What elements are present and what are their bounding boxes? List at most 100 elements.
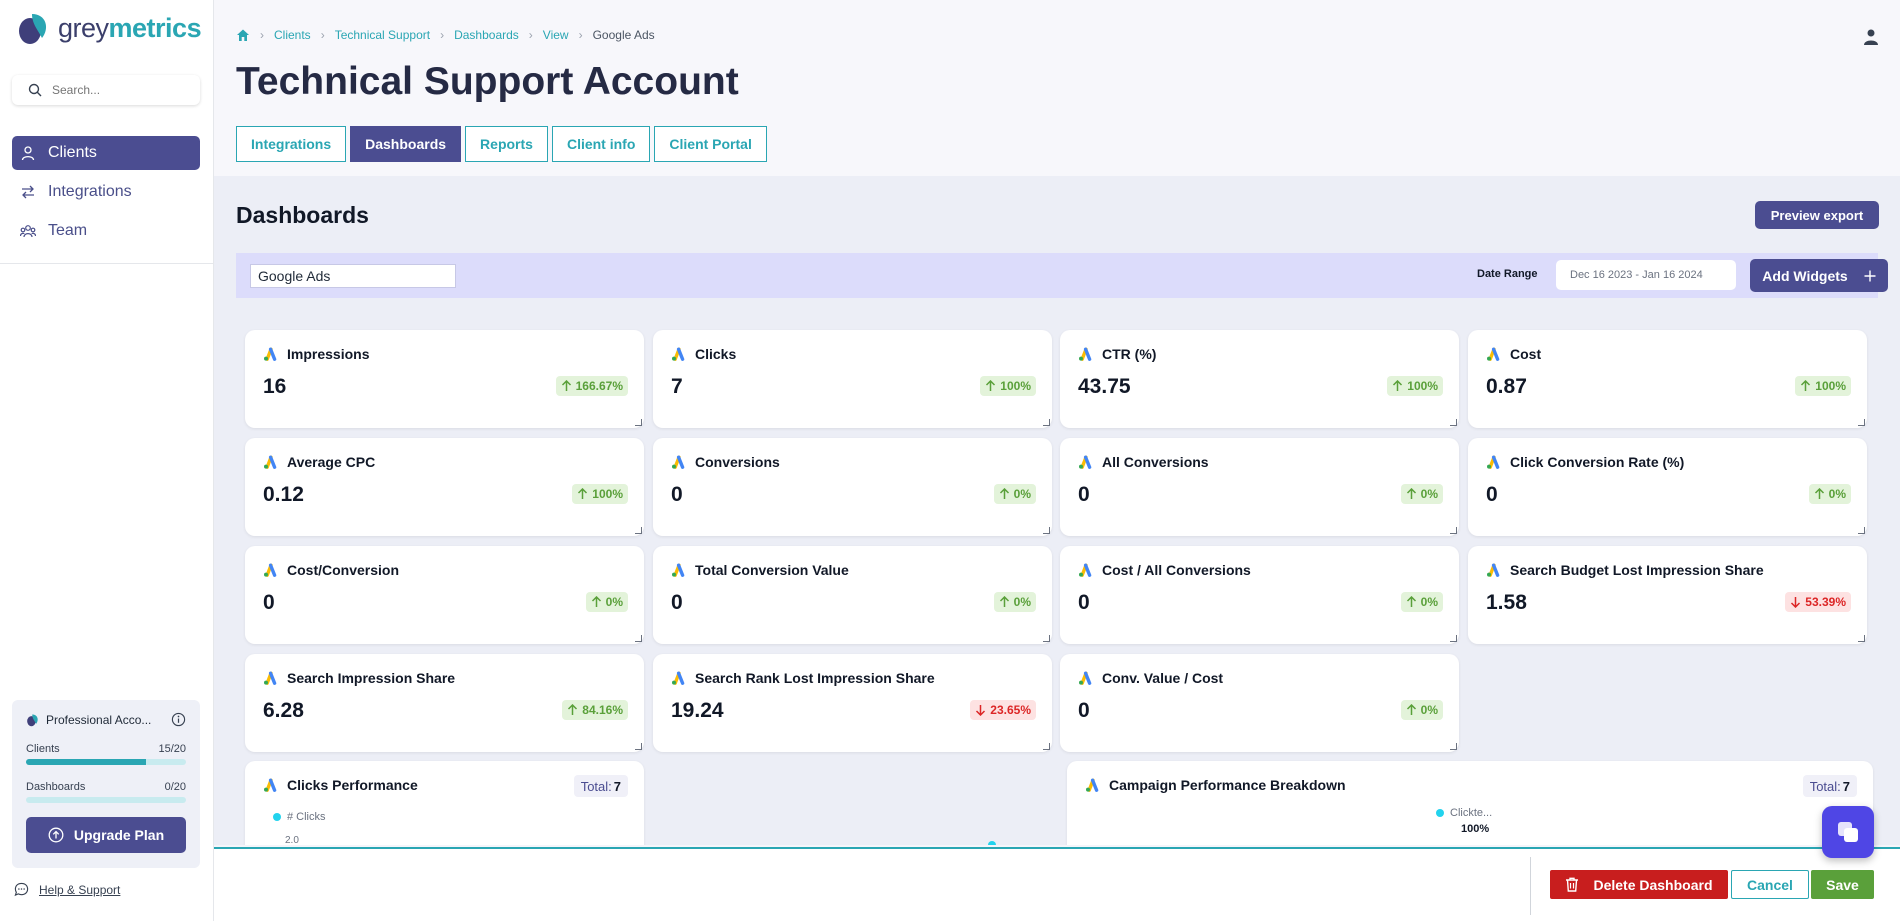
arrow-up-icon <box>561 380 571 391</box>
metric-card[interactable]: Cost/Conversion 0 0% <box>245 546 644 644</box>
change-value: 0% <box>1420 703 1438 717</box>
resize-handle[interactable] <box>1043 743 1050 750</box>
widget-title: Clicks Performance <box>287 777 418 793</box>
resize-handle[interactable] <box>1450 419 1457 426</box>
metric-card[interactable]: Impressions 16 166.67% <box>245 330 644 428</box>
sidebar: greymetrics Clients Integrations Team Pr… <box>0 0 214 921</box>
clients-usage-fill <box>26 759 146 765</box>
add-widgets-label: Add Widgets <box>1762 267 1848 284</box>
percent-label: 100% <box>1461 823 1490 835</box>
change-badge: 0% <box>1400 592 1443 612</box>
search-input[interactable] <box>50 82 190 98</box>
change-badge: 100% <box>1387 376 1443 396</box>
plan-dashboards-label: Dashboards <box>26 781 86 793</box>
change-badge: 0% <box>993 484 1036 504</box>
google-ads-icon <box>672 671 685 685</box>
change-badge: 0% <box>1400 700 1443 720</box>
metric-title: CTR (%) <box>1102 346 1157 362</box>
metric-card[interactable]: All Conversions 0 0% <box>1060 438 1459 536</box>
resize-handle[interactable] <box>635 635 642 642</box>
preview-export-button[interactable]: Preview export <box>1755 201 1879 229</box>
resize-handle[interactable] <box>1043 419 1050 426</box>
clicks-performance-widget[interactable]: Clicks Performance Total: 7 # Clicks 2.0 <box>245 761 644 845</box>
action-footer: Delete Dashboard Cancel Save <box>214 849 1900 921</box>
resize-handle[interactable] <box>1858 527 1865 534</box>
metric-card[interactable]: Conv. Value / Cost 0 0% <box>1060 654 1459 752</box>
resize-handle[interactable] <box>635 419 642 426</box>
metric-value: 43.75 <box>1078 375 1131 398</box>
sidebar-item-clients[interactable]: Clients <box>12 136 200 170</box>
change-badge: 53.39% <box>1785 592 1851 612</box>
metric-card[interactable]: Total Conversion Value 0 0% <box>653 546 1052 644</box>
google-ads-icon <box>264 347 277 361</box>
metric-card[interactable]: Cost 0.87 100% <box>1468 330 1867 428</box>
metric-value: 6.28 <box>263 699 304 722</box>
resize-handle[interactable] <box>635 527 642 534</box>
home-icon[interactable] <box>236 28 250 42</box>
metric-value: 7 <box>671 375 683 398</box>
resize-handle[interactable] <box>1450 635 1457 642</box>
metric-card[interactable]: Search Rank Lost Impression Share 19.24 23… <box>653 654 1052 752</box>
metric-title: Conv. Value / Cost <box>1102 670 1224 686</box>
metric-title: Cost <box>1510 346 1542 362</box>
chat-widget-button[interactable] <box>1822 806 1874 858</box>
metric-card[interactable]: Average CPC 0.12 100% <box>245 438 644 536</box>
logo[interactable]: greymetrics <box>16 10 202 46</box>
tab-client-portal[interactable]: Client Portal <box>654 126 767 162</box>
dashboards-usage-bar <box>26 797 186 803</box>
tab-client-info[interactable]: Client info <box>551 126 651 162</box>
resize-handle[interactable] <box>1043 635 1050 642</box>
metric-title: Search Budget Lost Impression Share <box>1510 562 1764 578</box>
resize-handle[interactable] <box>1858 419 1865 426</box>
save-button[interactable]: Save <box>1811 870 1874 899</box>
date-range-input[interactable] <box>1556 260 1736 290</box>
metric-title: Total Conversion Value <box>695 562 849 578</box>
sidebar-item-team[interactable]: Team <box>12 214 200 248</box>
metric-card[interactable]: Cost / All Conversions 0 0% <box>1060 546 1459 644</box>
account-icon[interactable] <box>1862 28 1880 46</box>
chart-legend: # Clicks <box>273 811 326 823</box>
sidebar-search <box>12 75 200 105</box>
section-title: Dashboards <box>236 202 369 228</box>
metric-card[interactable]: CTR (%) 43.75 100% <box>1060 330 1459 428</box>
add-widgets-button[interactable]: Add Widgets <box>1750 259 1888 292</box>
breadcrumb-view[interactable]: View <box>542 28 569 42</box>
arrows-swap-icon <box>22 185 34 199</box>
resize-handle[interactable] <box>1043 527 1050 534</box>
metric-card[interactable]: Click Conversion Rate (%) 0 0% <box>1468 438 1867 536</box>
metric-card[interactable]: Search Impression Share 6.28 84.16% <box>245 654 644 752</box>
resize-handle[interactable] <box>1858 635 1865 642</box>
metric-card[interactable]: Search Budget Lost Impression Share 1.58 5… <box>1468 546 1867 644</box>
resize-handle[interactable] <box>635 743 642 750</box>
dashboard-name-input[interactable] <box>250 264 456 288</box>
resize-handle[interactable] <box>1450 743 1457 750</box>
campaign-performance-widget[interactable]: Campaign Performance Breakdown Total: 7 C… <box>1067 761 1873 845</box>
change-value: 0% <box>1013 487 1031 501</box>
upgrade-plan-button[interactable]: Upgrade Plan <box>26 817 186 853</box>
tab-integrations[interactable]: Integrations <box>236 126 347 162</box>
plan-dashboards-value: 0/20 <box>164 781 186 793</box>
arrow-up-icon <box>1814 488 1824 499</box>
main-area: › Clients › Technical Support › Dashboar… <box>214 0 1900 921</box>
breadcrumb-technical-support[interactable]: Technical Support <box>334 28 431 42</box>
arrow-up-icon <box>1801 380 1811 391</box>
tab-reports[interactable]: Reports <box>465 126 548 162</box>
metric-card[interactable]: Clicks 7 100% <box>653 330 1052 428</box>
breadcrumb-separator: › <box>578 28 583 42</box>
metric-title: Clicks <box>695 346 737 362</box>
resize-handle[interactable] <box>1450 527 1457 534</box>
change-badge: 100% <box>1795 376 1851 396</box>
delete-dashboard-button[interactable]: Delete Dashboard <box>1550 870 1728 899</box>
cancel-button[interactable]: Cancel <box>1731 870 1809 899</box>
tab-dashboards[interactable]: Dashboards <box>350 126 462 162</box>
info-icon[interactable] <box>171 712 186 727</box>
change-value: 84.16% <box>582 703 623 717</box>
help-support-link[interactable]: Help & Support <box>14 882 120 897</box>
metric-card[interactable]: Conversions 0 0% <box>653 438 1052 536</box>
change-value: 0% <box>1420 487 1438 501</box>
breadcrumb: › Clients › Technical Support › Dashboar… <box>236 28 655 42</box>
metric-title: Search Rank Lost Impression Share <box>695 670 935 686</box>
breadcrumb-dashboards[interactable]: Dashboards <box>454 28 519 42</box>
sidebar-item-integrations[interactable]: Integrations <box>12 175 200 209</box>
breadcrumb-clients[interactable]: Clients <box>274 28 311 42</box>
